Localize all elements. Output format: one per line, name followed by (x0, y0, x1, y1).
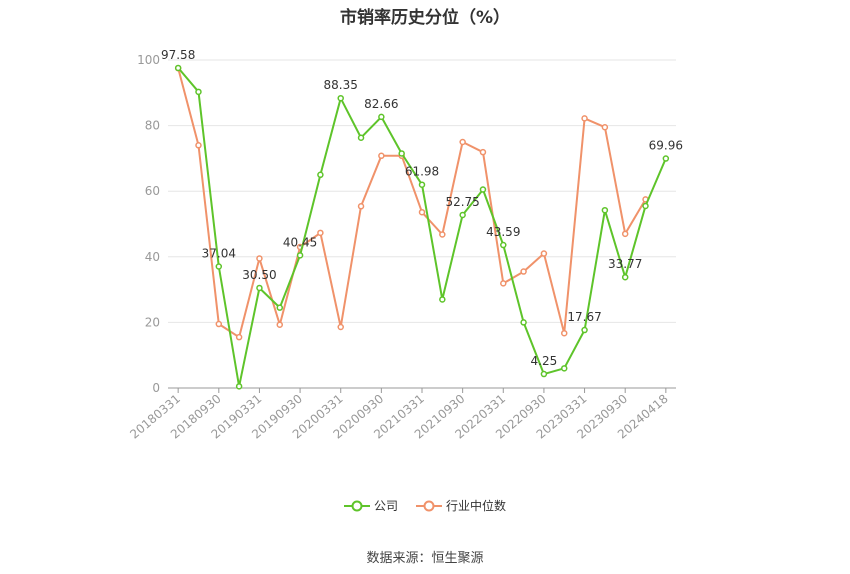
data-point-industry (540, 250, 548, 257)
data-point-company (296, 252, 304, 259)
data-point-industry (317, 229, 324, 237)
legend-line-icon (416, 500, 442, 511)
data-label: 33.77 (608, 257, 642, 271)
data-label: 4.25 (531, 354, 558, 368)
y-tick-label: 0 (152, 381, 160, 395)
y-tick-label: 60 (145, 184, 160, 198)
data-point-industry (439, 231, 446, 238)
data-point-company (581, 326, 588, 334)
data-point-industry (215, 320, 223, 328)
data-point-industry (459, 138, 466, 146)
data-point-company (317, 171, 324, 179)
data-point-company (621, 273, 629, 281)
data-point-company (500, 241, 507, 249)
data-point-company (662, 155, 670, 162)
legend-item-company[interactable]: 公司 (343, 497, 398, 514)
series-line-industry (177, 67, 647, 339)
data-point-company (642, 202, 649, 210)
data-label: 43.59 (486, 225, 520, 239)
data-point-industry (500, 280, 507, 287)
data-point-industry (276, 321, 284, 328)
data-label: 97.58 (161, 48, 195, 62)
data-point-company (439, 296, 446, 303)
data-point-industry (479, 148, 487, 156)
data-label: 82.66 (364, 97, 398, 111)
series-line-company (177, 67, 667, 388)
data-label: 17.67 (567, 310, 601, 324)
y-tick-label: 80 (145, 119, 160, 133)
data-point-industry (581, 115, 588, 122)
data-point-industry (256, 255, 263, 262)
data-point-company (479, 186, 487, 193)
data-label: 37.04 (202, 247, 236, 261)
y-tick-label: 40 (145, 250, 160, 264)
data-point-company (235, 383, 243, 390)
data-label: 30.50 (242, 268, 276, 282)
data-point-company (459, 211, 466, 219)
data-point-company (601, 206, 609, 214)
data-label: 88.35 (324, 78, 358, 92)
chart-plot: 0204060801002018033120180930201903312019… (127, 48, 683, 442)
data-point-company (560, 365, 568, 372)
data-point-company (398, 150, 405, 157)
data-point-company (540, 370, 548, 378)
data-point-industry (235, 333, 243, 341)
data-label: 40.45 (283, 235, 317, 249)
data-point-industry (357, 203, 365, 210)
legend: 公司 行业中位数 (0, 497, 850, 514)
data-point-industry (560, 329, 568, 337)
legend-label-industry: 行业中位数 (446, 499, 507, 513)
data-point-company (378, 113, 385, 121)
data-point-company (256, 284, 263, 292)
data-point-company (276, 304, 284, 311)
data-point-company (520, 319, 527, 326)
legend-item-industry[interactable]: 行业中位数 (416, 497, 506, 514)
data-point-industry (601, 123, 609, 131)
y-tick-label: 100 (137, 53, 160, 67)
data-point-company (195, 88, 202, 96)
data-point-industry (418, 208, 426, 216)
y-tick-label: 20 (145, 315, 160, 329)
data-point-industry (337, 323, 344, 331)
chart-title: 市销率历史分位（%） (339, 8, 511, 28)
data-point-industry (621, 230, 629, 238)
data-point-company (418, 181, 426, 188)
data-point-company (174, 64, 182, 72)
source-note: 数据来源：恒生聚源 (366, 551, 484, 566)
data-point-company (337, 94, 344, 102)
data-label: 52.75 (445, 195, 479, 209)
data-point-industry (520, 268, 527, 275)
data-point-company (215, 263, 223, 270)
data-point-company (357, 134, 365, 141)
data-label: 69.96 (649, 139, 683, 153)
legend-label-company: 公司 (373, 499, 398, 513)
data-point-industry (378, 152, 385, 160)
legend-line-icon (343, 500, 370, 511)
data-point-industry (195, 142, 202, 149)
data-label: 61.98 (405, 165, 439, 179)
